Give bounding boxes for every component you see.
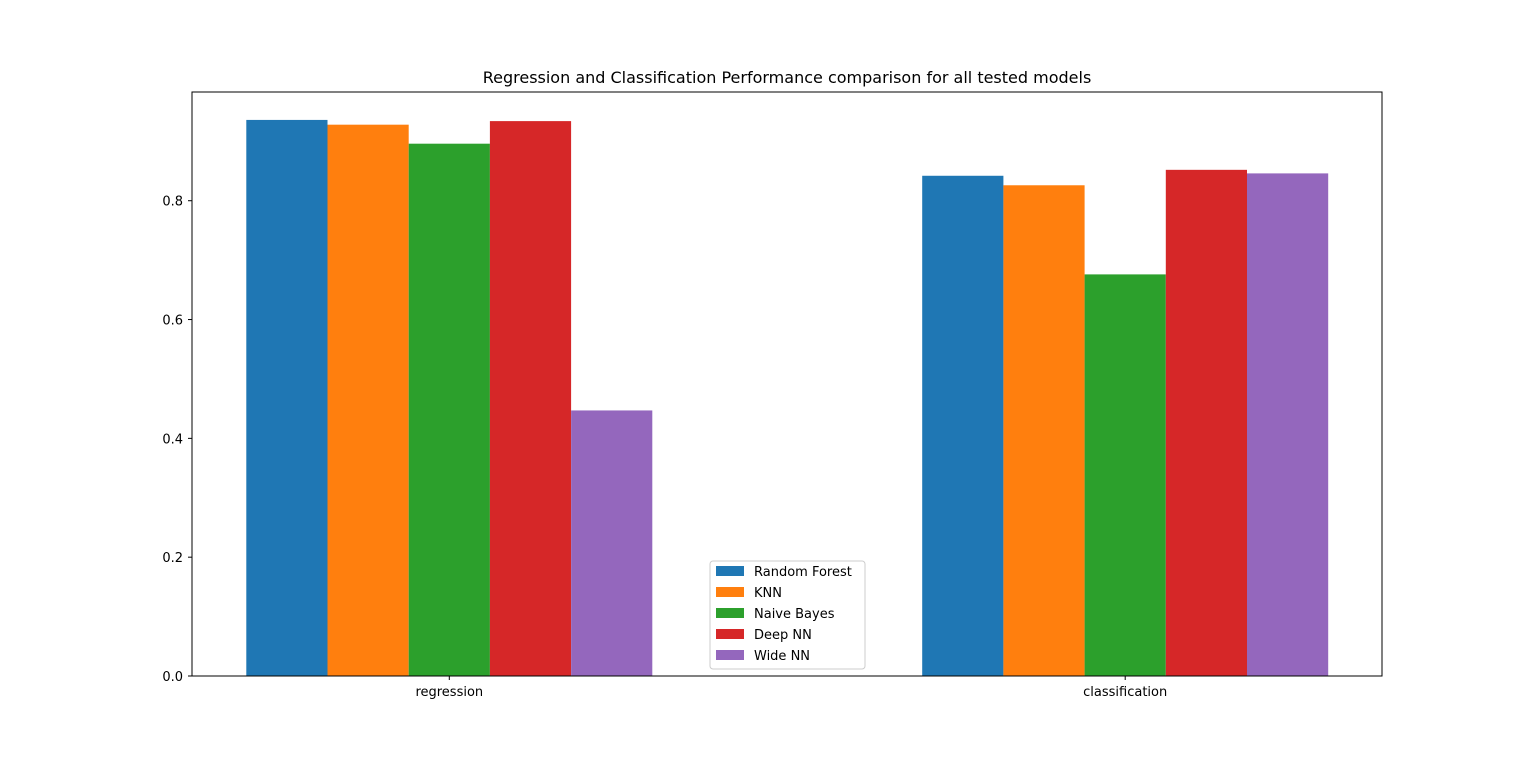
- x-tick-label: classification: [1083, 685, 1167, 700]
- bar-random-forest-classification: [922, 175, 1004, 676]
- y-tick-label: 0.8: [162, 195, 183, 210]
- legend-box: [709, 560, 866, 670]
- legend-swatch: [716, 650, 744, 660]
- y-tick-label: 0.4: [162, 432, 183, 447]
- legend-label: KNN: [754, 586, 782, 601]
- x-tick-label: regression: [415, 685, 483, 700]
- y-tick-label: 0.2: [162, 551, 183, 566]
- legend-swatch: [716, 587, 744, 597]
- bar-naive-bayes-regression: [408, 143, 490, 676]
- legend-label: Random Forest: [754, 565, 852, 580]
- bar-wide-nn-classification: [1247, 173, 1329, 676]
- bar-deep-nn-regression: [489, 121, 572, 677]
- legend-label: Naive Bayes: [754, 607, 835, 622]
- plot-frame: [191, 91, 1383, 677]
- x-axis: regression classification: [415, 676, 1167, 700]
- bar-knn-classification: [1003, 185, 1085, 676]
- bar-knn-regression: [327, 124, 409, 677]
- legend-label: Wide NN: [754, 649, 810, 664]
- bar-random-forest-regression: [246, 119, 328, 677]
- legend-swatch: [716, 608, 744, 618]
- bars-group: [246, 119, 1329, 677]
- y-tick-label: 0.0: [162, 670, 183, 685]
- y-tick-label: 0.6: [162, 314, 183, 329]
- legend: Random Forest KNN Naive Bayes Deep NN Wide N…: [709, 560, 866, 670]
- y-axis: 0.0 0.2 0.4 0.6 0.8: [162, 195, 192, 685]
- legend-swatch: [716, 566, 744, 576]
- bar-wide-nn-regression: [571, 410, 653, 676]
- legend-label: Deep NN: [754, 628, 812, 643]
- legend-swatch: [716, 629, 744, 639]
- chart-title: Regression and Classification Performanc…: [483, 68, 1092, 87]
- bar-naive-bayes-classification: [1084, 274, 1166, 676]
- bar-deep-nn-classification: [1165, 169, 1247, 676]
